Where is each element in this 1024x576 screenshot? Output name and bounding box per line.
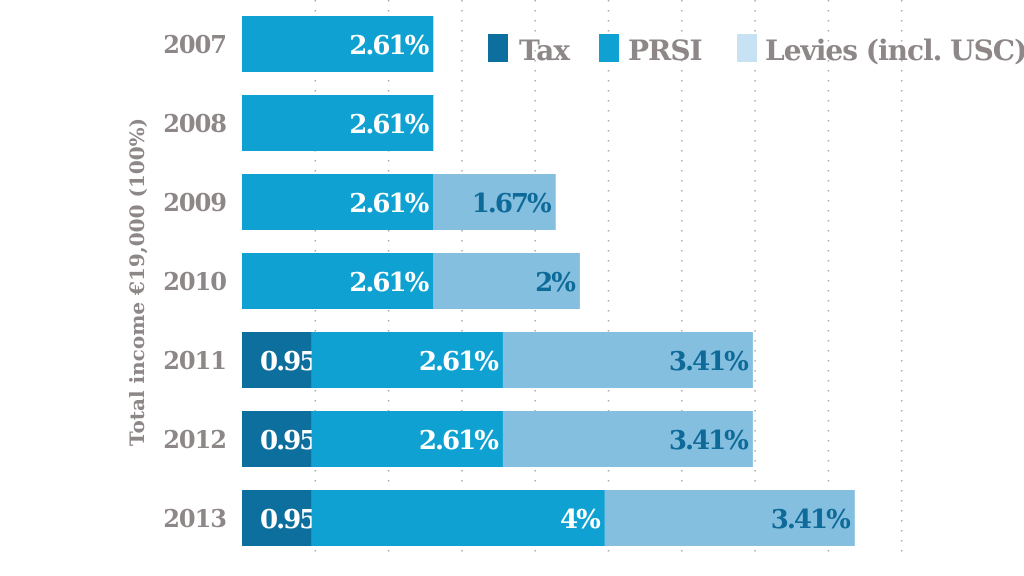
bar-segment-tax — [242, 332, 312, 388]
bar-segment-levies — [502, 411, 753, 467]
data-label: 3.41% — [669, 426, 749, 456]
legend-swatch — [737, 34, 757, 62]
data-label: 2% — [535, 268, 576, 298]
legend: Tax PRSI Levies (incl. USC) — [488, 34, 1024, 67]
data-label: 4% — [560, 505, 601, 535]
bar-segment-prsi — [242, 95, 434, 151]
legend-label: Tax — [519, 34, 570, 67]
bar-segment-levies — [433, 253, 580, 309]
data-label: 2.61% — [419, 347, 499, 377]
year-label: 2009 — [163, 188, 226, 217]
data-label: 2.61% — [419, 426, 499, 456]
year-label: 2013 — [163, 504, 226, 533]
data-label: 2.61% — [349, 110, 429, 140]
year-label: 2008 — [163, 109, 226, 138]
data-label: 1.67% — [472, 189, 552, 219]
legend-label: Levies (incl. USC) — [765, 34, 1024, 67]
bar-segment-prsi — [311, 332, 503, 388]
data-label: 2.61% — [349, 31, 429, 61]
bar-segment-levies — [433, 174, 556, 230]
bar-segment-prsi — [242, 253, 434, 309]
year-labels: 2007 2008 2009 2010 2011 2012 2013 — [163, 30, 227, 533]
year-label: 2010 — [163, 267, 226, 296]
data-label: 2.61% — [349, 268, 429, 298]
data-label: 2.61% — [349, 189, 429, 219]
bar-segment-prsi — [242, 16, 434, 72]
bar-segment-prsi — [311, 411, 503, 467]
bar-segment-levies — [502, 332, 753, 388]
legend-swatch — [599, 34, 619, 62]
bar-segment-prsi — [242, 174, 434, 230]
legend-label: PRSI — [628, 34, 702, 67]
bar-segment-tax — [242, 490, 312, 546]
legend-swatch — [488, 34, 508, 62]
bar-segment-tax — [242, 411, 312, 467]
bars: 2.61%2.61%2.61% 1.67%2.61% 2%0.95% 2.61% 3.4… — [242, 16, 855, 546]
y-axis-title: Total income €19,000 (100%) — [125, 118, 149, 446]
year-label: 2011 — [163, 346, 226, 375]
year-label: 2007 — [163, 30, 226, 59]
bar-segment-levies — [604, 490, 855, 546]
data-label: 3.41% — [771, 505, 851, 535]
year-label: 2012 — [163, 425, 226, 454]
bar-segment-prsi — [311, 490, 605, 546]
data-label: 3.41% — [669, 347, 749, 377]
